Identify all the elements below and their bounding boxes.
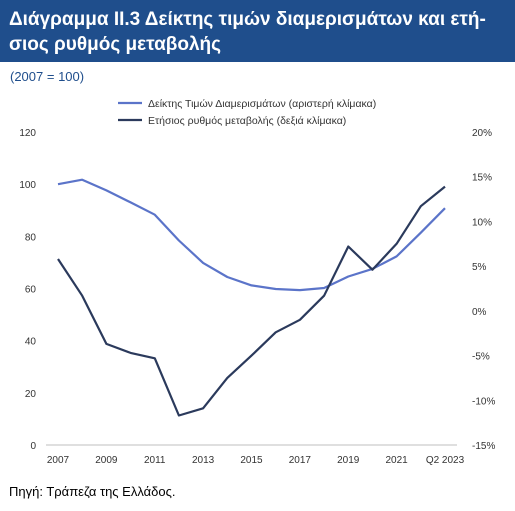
legend-label: Δείκτης Τιμών Διαμερισμάτων (αριστερή κλ… — [148, 98, 376, 110]
x-axis-tick-label: Q2 2023 — [426, 455, 465, 466]
right-axis-tick-label: 20% — [472, 128, 492, 139]
x-axis-tick-label: 2007 — [47, 455, 70, 466]
x-axis-tick-label: 2019 — [337, 455, 360, 466]
left-axis-tick-label: 80 — [25, 232, 37, 243]
left-axis-tick-label: 60 — [25, 285, 37, 296]
left-axis-tick-label: 100 — [19, 180, 36, 191]
title-bar: Διάγραμμα ΙΙ.3 Δείκτης τιμών διαμερισμάτ… — [0, 0, 515, 62]
x-axis-tick-label: 2021 — [386, 455, 409, 466]
chart-area: 0 20 40 60 80 100 120 -15% -10% -5% 0% 5% 10% 15% 20% 2… — [0, 88, 515, 473]
left-axis-tick-label: 20 — [25, 389, 37, 400]
x-axis-tick-label: 2009 — [95, 455, 118, 466]
right-axis-tick-label: 5% — [472, 262, 487, 273]
chart-title: Διάγραμμα ΙΙ.3 Δείκτης τιμών διαμερισμάτ… — [9, 9, 486, 55]
left-axis-tick-label: 120 — [19, 128, 36, 139]
right-axis-tick-label: 10% — [472, 217, 492, 228]
series-line-price-index — [57, 178, 446, 292]
chart-subtitle: (2007 = 100) — [10, 69, 85, 84]
right-axis-tick-label: -10% — [472, 396, 495, 407]
left-axis-tick-label: 0 — [30, 441, 36, 452]
source-note: Πηγή: Τράπεζα της Ελλάδος. — [9, 484, 176, 499]
series-line-yoy-change — [57, 185, 446, 417]
x-axis-tick-label: 2017 — [289, 455, 312, 466]
right-axis-tick-label: 0% — [472, 307, 487, 318]
x-axis-tick-label: 2013 — [192, 455, 215, 466]
legend-label: Ετήσιος ρυθμός μεταβολής (δεξιά κλίμακα) — [148, 115, 346, 127]
right-axis-tick-label: -15% — [472, 441, 495, 452]
right-axis-tick-label: 15% — [472, 173, 492, 184]
line-chart: 0 20 40 60 80 100 120 -15% -10% -5% 0% 5% 10% 15% 20% 2… — [19, 98, 495, 466]
left-axis-tick-label: 40 — [25, 337, 37, 348]
x-axis-tick-label: 2011 — [144, 455, 166, 466]
right-axis-tick-label: -5% — [472, 352, 490, 363]
x-axis-tick-label: 2015 — [240, 455, 263, 466]
